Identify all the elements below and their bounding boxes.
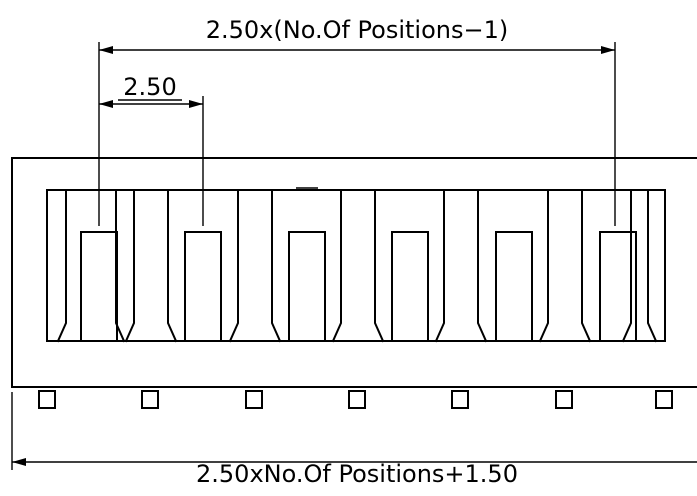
tooth-wall bbox=[621, 189, 632, 343]
tooth-wall bbox=[331, 189, 342, 343]
tooth-wall bbox=[374, 189, 385, 343]
tooth-wall bbox=[115, 189, 126, 343]
pin-tab bbox=[655, 390, 673, 409]
tooth-wall bbox=[56, 189, 67, 343]
top-dimension-label: 2.50x(No.Of Positions−1) bbox=[206, 16, 509, 44]
pin-slot bbox=[599, 231, 637, 342]
pin-slot bbox=[391, 231, 429, 342]
pin-tab bbox=[38, 390, 56, 409]
pin-tab bbox=[555, 390, 573, 409]
tooth-wall bbox=[538, 189, 549, 343]
pin-slots bbox=[56, 189, 658, 343]
pin-slot bbox=[288, 231, 326, 342]
tooth-wall bbox=[228, 189, 239, 343]
cavity-outline bbox=[46, 189, 666, 342]
pitch-dimension-label: 2.50 bbox=[123, 73, 176, 101]
tooth-wall bbox=[167, 189, 178, 343]
tooth-wall bbox=[124, 189, 135, 343]
pin-slot bbox=[495, 231, 533, 342]
pin-slot bbox=[80, 231, 118, 342]
tooth-wall bbox=[581, 189, 592, 343]
pin-slot bbox=[184, 231, 222, 342]
tooth-wall bbox=[434, 189, 445, 343]
pin-tab bbox=[141, 390, 159, 409]
tooth-wall bbox=[647, 189, 658, 343]
tooth-wall bbox=[477, 189, 488, 343]
overall-pitch-dimension: 2.50x(No.Of Positions−1) bbox=[98, 16, 616, 226]
overall-length-dimension: 2.50xNo.Of Positions+1.50 bbox=[11, 392, 697, 488]
pin-tab bbox=[348, 390, 366, 409]
tooth-wall bbox=[271, 189, 282, 343]
pin-tab bbox=[451, 390, 469, 409]
pin-tabs bbox=[38, 390, 673, 409]
pin-tab bbox=[245, 390, 263, 409]
pitch-dimension: 2.50 bbox=[99, 73, 204, 226]
housing-outline bbox=[11, 157, 697, 388]
bottom-dimension-label: 2.50xNo.Of Positions+1.50 bbox=[196, 460, 518, 488]
